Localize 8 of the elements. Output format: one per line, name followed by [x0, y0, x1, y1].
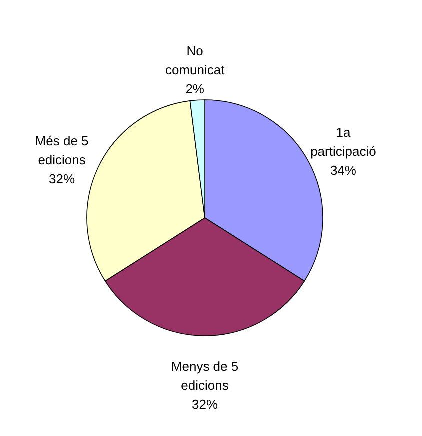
slice-label: Menys de 5 edicions	[171, 359, 239, 393]
slice-label: 1a participació	[310, 124, 376, 159]
slice-label: Més de 5 edicions	[35, 134, 89, 168]
data-label: 2%	[186, 81, 205, 96]
slice-label: No comunicat	[165, 43, 226, 78]
data-label: 32%	[49, 172, 76, 187]
data-label: 34%	[330, 162, 357, 178]
data-label: 32%	[192, 397, 218, 412]
